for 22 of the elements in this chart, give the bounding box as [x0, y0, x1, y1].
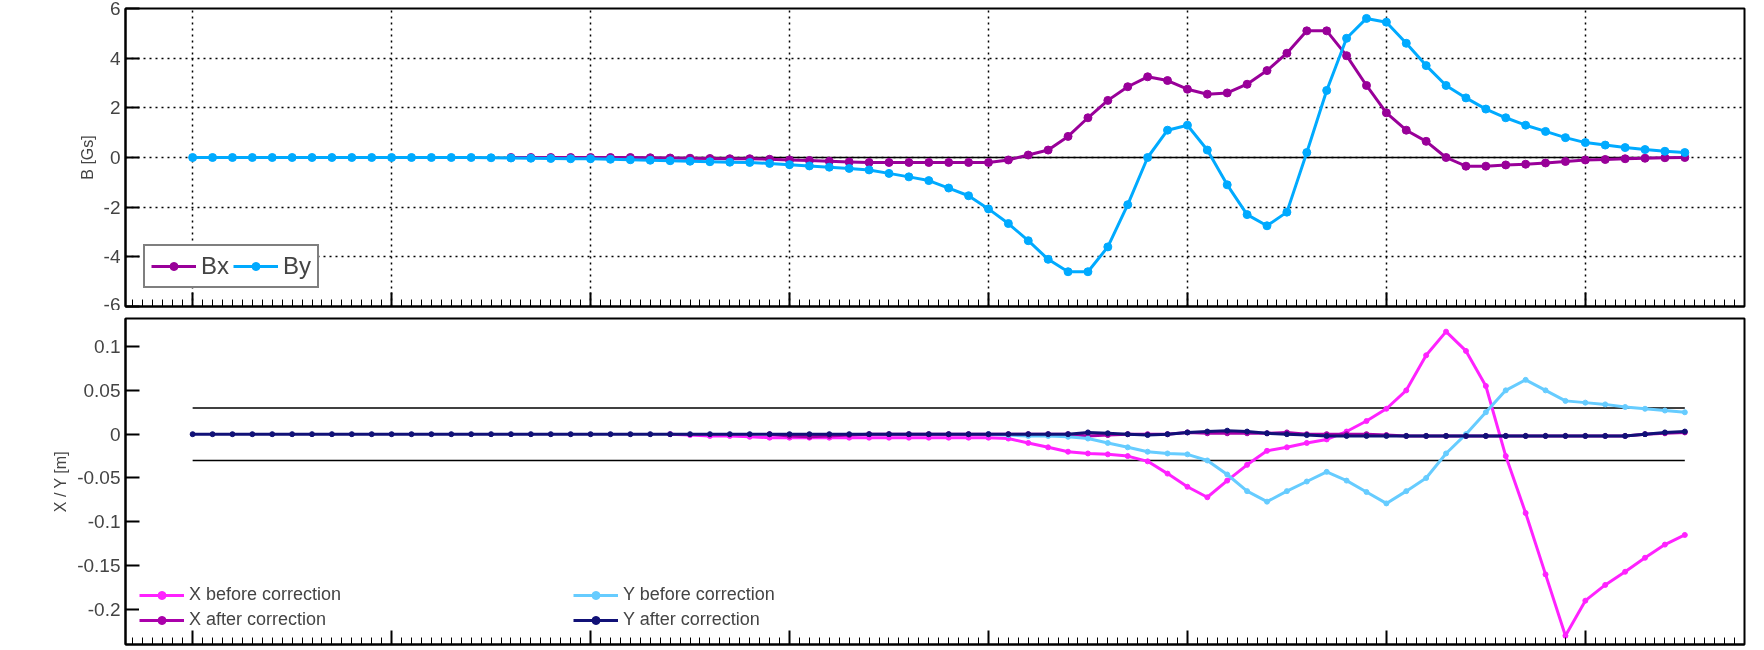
legend-label: X after correction: [189, 609, 328, 630]
y-tick-label: 0: [109, 147, 121, 168]
legend-label: Y after correction: [623, 609, 761, 630]
y-tick-label: 0.1: [94, 336, 121, 358]
y-tick-label: 0.05: [83, 379, 121, 401]
y-tick-label: -0.05: [77, 467, 121, 489]
y-tick-label: 2: [109, 97, 121, 119]
legend-label: By: [283, 252, 312, 280]
y-tick-label: 4: [109, 47, 121, 69]
y-axis-title: B [Gs]: [78, 135, 96, 180]
y-axis-title: X / Y [m]: [52, 451, 70, 513]
y-tick-label: -0.1: [87, 511, 121, 533]
y-tick-label: 0: [109, 423, 121, 445]
legend-label: Bx: [201, 252, 230, 280]
y-tick-label: -6: [103, 293, 121, 315]
legend-label: Y before correction: [623, 584, 776, 605]
y-tick-label: -0.15: [77, 555, 121, 577]
y-tick-label: -2: [103, 196, 121, 218]
legend-label: X before correction: [189, 584, 343, 605]
y-tick-label: 6: [109, 0, 121, 19]
y-tick-label: -4: [103, 246, 121, 268]
y-tick-label: -0.2: [87, 598, 121, 620]
